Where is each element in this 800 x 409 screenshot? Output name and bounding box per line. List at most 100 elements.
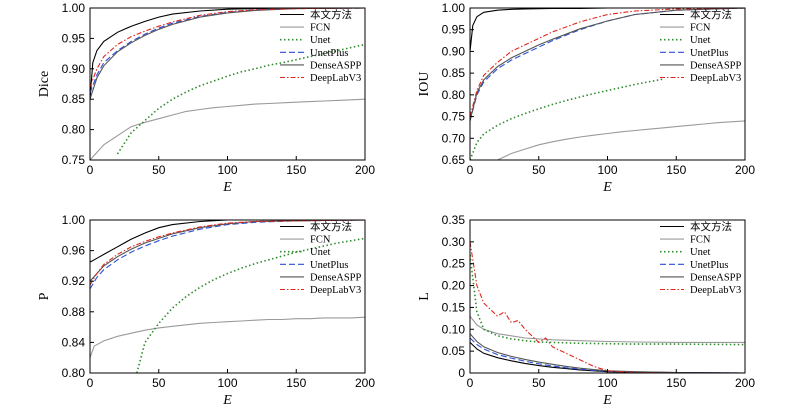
series-line-3 [470, 78, 663, 160]
y-tick-label: 0.80 [62, 366, 86, 380]
legend-label: DenseASPP [690, 272, 742, 283]
series-line-1 [90, 8, 365, 100]
series-line-2 [90, 316, 365, 358]
y-tick-label: 0.92 [62, 274, 86, 288]
y-axis-label: IOU [417, 72, 432, 97]
series-line-5 [470, 333, 745, 373]
x-tick-label: 50 [532, 376, 546, 390]
series-line-3 [136, 237, 365, 373]
y-tick-label: 1.00 [442, 1, 466, 15]
series-line-6 [90, 220, 365, 286]
legend-label: UnetPlus [310, 48, 349, 59]
y-tick-label: 0.65 [442, 153, 466, 167]
y-tick-label: 1.00 [62, 213, 86, 227]
x-tick-label: 50 [532, 163, 546, 177]
y-tick-label: 0.75 [442, 110, 466, 124]
x-tick-label: 100 [597, 376, 617, 390]
series-line-6 [470, 8, 745, 117]
x-tick-label: 50 [152, 376, 166, 390]
y-tick-label: 0.70 [442, 131, 466, 145]
series-line-6 [470, 241, 745, 373]
x-tick-label: 150 [666, 163, 686, 177]
legend-label: UnetPlus [690, 260, 729, 271]
series-line-2 [90, 98, 365, 160]
series-line-1 [470, 8, 745, 52]
chart-iou: 0 50 100 150 200 0.65 0.70 0.75 0.80 0.85 0.90 0.95… [417, 1, 755, 195]
y-tick-label: 0.84 [62, 335, 86, 349]
legend-label: DeepLabV3 [690, 73, 741, 84]
x-tick-label: 50 [152, 163, 166, 177]
y-tick-label: 0.85 [62, 92, 86, 106]
series-line-6 [90, 8, 365, 88]
series-line-4 [470, 337, 745, 373]
x-tick-label: 100 [217, 376, 237, 390]
legend-label: Unet [310, 247, 330, 258]
y-tick-label: 0.95 [442, 23, 466, 37]
y-tick-label: 0.15 [442, 300, 466, 314]
y-tick-label: 0.95 [62, 31, 86, 45]
series-line-5 [90, 8, 365, 100]
y-tick-label: 0.96 [62, 244, 86, 258]
x-tick-label: 100 [217, 163, 237, 177]
y-tick-label: 0.80 [62, 123, 86, 137]
legend-label: Unet [690, 247, 710, 258]
y-tick-label: 1.00 [62, 1, 86, 15]
legend-label: 本文方法 [310, 220, 352, 233]
x-tick-label: 0 [87, 376, 94, 390]
x-tick-label: 0 [467, 376, 474, 390]
legend-label: FCN [690, 235, 711, 246]
chart-loss: 0 50 100 150 200 0 0.05 0.10 0.15 0.20 0.25 0.30 0.3… [417, 213, 755, 408]
series-line-4 [90, 220, 365, 290]
x-axis-label: E [602, 393, 612, 408]
x-tick-label: 0 [467, 163, 474, 177]
legend-label: DenseASPP [310, 272, 362, 283]
x-tick-label: 150 [286, 376, 306, 390]
legend-label: 本文方法 [310, 8, 352, 21]
y-tick-label: 0.10 [442, 322, 466, 336]
y-tick-label: 0.88 [62, 305, 86, 319]
x-tick-label: 200 [355, 376, 375, 390]
chart-precision: 0 50 100 150 200 0.80 0.84 0.88 0.92 0.96 1.00 E P 本文… [37, 213, 375, 408]
x-axis-label: E [222, 393, 232, 408]
x-axis-label: E [602, 180, 612, 195]
legend-label: DeepLabV3 [310, 285, 361, 296]
legend-label: DeepLabV3 [310, 73, 361, 84]
legend-label: DenseASPP [310, 60, 362, 71]
y-tick-label: 0.90 [62, 62, 86, 76]
series-line-2 [497, 120, 745, 160]
legend-label: Unet [310, 35, 330, 46]
legend-label: FCN [310, 235, 331, 246]
y-tick-label: 0.75 [62, 153, 86, 167]
legend-label: UnetPlus [690, 48, 729, 59]
series-line-5 [470, 8, 745, 122]
legend-label: 本文方法 [690, 8, 732, 21]
legend-label: FCN [690, 23, 711, 34]
series-line-5 [90, 220, 365, 282]
y-tick-label: 0.90 [442, 44, 466, 58]
x-tick-label: 100 [597, 163, 617, 177]
x-tick-label: 200 [735, 163, 755, 177]
x-axis-label: E [222, 180, 232, 195]
y-tick-label: 0.85 [442, 66, 466, 80]
legend-label: Unet [690, 35, 710, 46]
y-tick-label: 0.35 [442, 213, 466, 227]
y-axis-label: L [417, 292, 432, 301]
series-line-3 [116, 43, 365, 155]
chart-dice: 0 50 100 150 200 0.75 0.80 0.85 0.90 0.95 1.00 E Dic… [37, 1, 375, 195]
legend-label: DeepLabV3 [690, 285, 741, 296]
x-tick-label: 200 [355, 163, 375, 177]
legend-label: FCN [310, 23, 331, 34]
x-tick-label: 200 [735, 376, 755, 390]
x-tick-label: 150 [666, 376, 686, 390]
legend-label: 本文方法 [690, 220, 732, 233]
x-tick-label: 150 [286, 163, 306, 177]
y-tick-label: 0.05 [442, 344, 466, 358]
y-tick-label: 0.30 [442, 235, 466, 249]
y-axis-label: P [37, 292, 52, 300]
legend-label: DenseASPP [690, 60, 742, 71]
